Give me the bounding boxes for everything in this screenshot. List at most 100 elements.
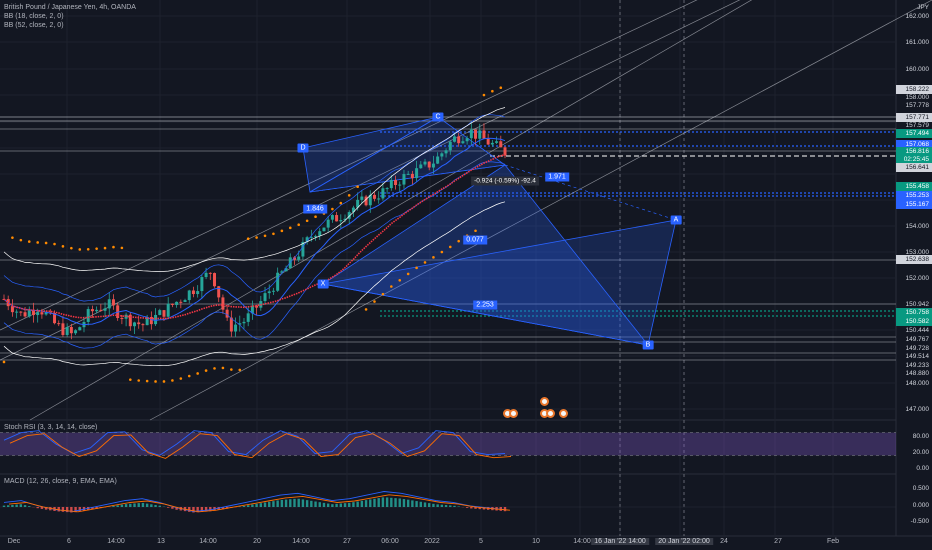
macd-histogram-bar [398, 498, 401, 507]
candle-body [469, 129, 473, 139]
candle-body [347, 212, 351, 219]
candle-body [427, 161, 431, 168]
macd-label[interactable]: MACD (12, 26, close, 9, EMA, EMA) [4, 478, 117, 485]
macd-histogram-bar [377, 498, 380, 507]
price-level-label: 149.233 [905, 362, 930, 369]
candle-body [440, 153, 444, 157]
macd-histogram-bar [70, 507, 73, 513]
indicator-dot [11, 236, 14, 239]
indicator-dot [61, 245, 65, 248]
event-icon-3[interactable] [540, 397, 549, 406]
stoch-tick: 20.00 [912, 449, 929, 456]
candle-body [381, 188, 385, 199]
candle-body [242, 321, 246, 324]
pattern-point-B[interactable]: B [642, 340, 654, 350]
indicator-dot [179, 377, 183, 380]
event-icon-6[interactable] [559, 409, 568, 418]
price-level-label: 152.638 [896, 255, 932, 264]
indicator-dot [221, 366, 225, 370]
candle-body [271, 290, 275, 292]
candle-body [398, 184, 402, 186]
macd-histogram-bar [343, 503, 347, 507]
bb-18-label[interactable]: BB (18, close, 2, 0) [4, 13, 64, 20]
time-tick: 5 [479, 538, 483, 545]
candle-body [158, 310, 162, 315]
candle-body [267, 291, 271, 294]
candle-body [486, 138, 490, 145]
price-level-label: 157.778 [905, 102, 930, 109]
currency-label: JPY [917, 4, 929, 11]
pattern-point-A[interactable]: A [670, 215, 682, 225]
time-tick: 10 [532, 538, 540, 545]
stoch-tick: 80.00 [912, 433, 929, 440]
candle-body [457, 136, 461, 144]
event-icon-5[interactable] [546, 409, 555, 418]
stoch-d-line [9, 433, 512, 459]
time-tick: 24 [720, 538, 728, 545]
candle-body [444, 150, 448, 154]
candle-body [170, 303, 174, 305]
macd-histogram-bar [390, 497, 393, 507]
macd-histogram-bar [158, 505, 161, 507]
macd-histogram-bar [348, 502, 351, 507]
time-tick: 13 [157, 538, 165, 545]
event-icon-2[interactable] [509, 409, 518, 418]
macd-histogram-bar [188, 507, 191, 512]
instrument-title[interactable]: British Pound / Japanese Yen, 4h, OANDA [4, 4, 136, 11]
macd-histogram-bar [470, 507, 473, 509]
price-level-label: 150.582 [896, 317, 932, 326]
candle-body [141, 324, 145, 326]
bb-18-basis [3, 137, 506, 326]
stoch-rsi-label[interactable]: Stoch RSI (3, 3, 14, 14, close) [4, 424, 98, 431]
price-level-label: 02:25:45 [896, 155, 932, 164]
pattern-point-C[interactable]: C [432, 112, 444, 122]
candle-body [53, 312, 57, 324]
macd-histogram-bar [242, 505, 246, 507]
pattern-point-X[interactable]: X [317, 279, 329, 289]
legend: British Pound / Japanese Yen, 4h, OANDA … [4, 3, 136, 30]
candle-body [103, 308, 107, 311]
price-level-label: 149.767 [905, 336, 930, 343]
macd-histogram-bar [478, 507, 481, 510]
macd-histogram-bar [175, 507, 178, 510]
macd-histogram-bar [95, 507, 98, 509]
candle-body [229, 317, 233, 332]
indicator-dot [204, 369, 208, 372]
price-tick: 162.000 [905, 13, 930, 20]
price-tick: 147.000 [905, 406, 930, 413]
macd-histogram-bar [457, 506, 460, 507]
bb-52-label[interactable]: BB (52, close, 2, 0) [4, 22, 64, 29]
candle-body [297, 256, 301, 260]
candle-body [415, 168, 419, 179]
indicator-dot [474, 229, 477, 233]
candle-body [208, 272, 212, 274]
macd-histogram-bar [432, 503, 435, 507]
candle-body [490, 142, 494, 145]
candle-body [394, 179, 398, 185]
candle-body [326, 219, 330, 228]
candle-body [499, 141, 503, 148]
candle-body [284, 268, 288, 272]
candle-body [482, 130, 486, 139]
indicator-dot [331, 207, 334, 211]
pattern-point-D[interactable]: D [297, 143, 309, 153]
candle-body [196, 291, 200, 295]
macd-histogram-bar [385, 497, 389, 507]
price-level-label: 158.222 [896, 85, 932, 94]
candle-body [36, 312, 40, 316]
macd-histogram-bar [352, 502, 355, 507]
macd-histogram-bar [171, 507, 174, 509]
indicator-dot [213, 367, 216, 370]
candle-body [385, 188, 389, 190]
macd-histogram-bar [209, 507, 212, 512]
price-level-label: 158.000 [905, 94, 930, 101]
macd-tick: 0.500 [912, 485, 929, 492]
macd-histogram-bar [503, 507, 507, 512]
candle-body [179, 301, 183, 303]
stoch-band [0, 432, 896, 456]
bb-52-lower [3, 201, 506, 367]
candle-body [128, 314, 132, 327]
indicator-dot [103, 246, 107, 250]
candle-body [95, 309, 99, 312]
